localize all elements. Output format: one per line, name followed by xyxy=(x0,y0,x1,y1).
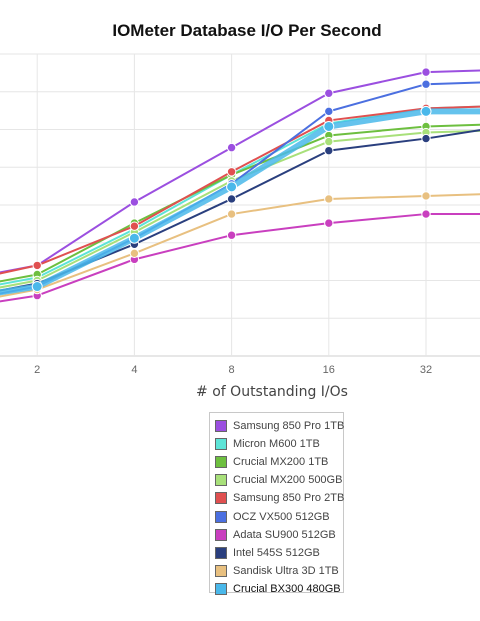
legend-swatch xyxy=(215,510,227,523)
series-line xyxy=(0,129,480,289)
data-point xyxy=(129,248,140,259)
data-point xyxy=(31,281,43,293)
legend-swatch xyxy=(215,528,227,541)
data-point xyxy=(324,218,334,228)
data-point xyxy=(226,209,237,219)
x-axis-label: # of Outstanding I/Os xyxy=(196,384,348,400)
chart-grid xyxy=(0,53,480,357)
data-point xyxy=(324,106,334,117)
data-point xyxy=(421,209,431,219)
legend-item: Micron M600 1TB xyxy=(215,435,343,453)
legend-swatch xyxy=(215,546,227,559)
legend-swatch xyxy=(215,438,227,451)
legend-item: Crucial MX200 500GB xyxy=(215,471,343,489)
legend-item: OCZ VX500 512GB xyxy=(215,507,343,525)
legend-swatch xyxy=(215,492,227,505)
data-point xyxy=(226,230,237,240)
legend-item: Adata SU900 512GB xyxy=(215,526,343,544)
chart-legend: Samsung 850 Pro 1TB Micron M600 1TB Crucia… xyxy=(209,412,345,595)
legend-label: Crucial MX200 500GB xyxy=(233,474,343,487)
x-tick-label: 4 xyxy=(131,364,137,376)
legend-label: Samsung 850 Pro 2TB xyxy=(233,492,345,505)
data-point xyxy=(226,167,237,177)
data-point xyxy=(226,194,237,204)
x-tick-label: 16 xyxy=(323,364,335,376)
data-point xyxy=(421,79,431,89)
data-point xyxy=(420,105,432,117)
x-tick-label: 8 xyxy=(229,364,235,376)
legend-item: Samsung 850 Pro 1TB xyxy=(215,417,345,435)
series-layer xyxy=(0,67,480,303)
data-point xyxy=(323,120,335,132)
data-point xyxy=(324,136,334,147)
data-point xyxy=(129,221,140,231)
data-point xyxy=(324,88,334,98)
legend-swatch xyxy=(215,456,227,469)
data-point xyxy=(324,194,334,204)
legend-label: Samsung 850 Pro 1TB xyxy=(233,420,345,433)
series-10 xyxy=(0,105,480,296)
legend-label: Sandisk Ultra 3D 1TB xyxy=(233,564,339,577)
x-axis-ticks: 2 4 8 16 32 xyxy=(34,364,432,376)
data-point xyxy=(421,67,431,77)
legend-item: Samsung 850 Pro 2TB xyxy=(215,489,345,507)
data-point xyxy=(421,133,431,144)
legend-item: Sandisk Ultra 3D 1TB xyxy=(215,562,343,580)
legend-item: Crucial BX300 480GB xyxy=(215,580,343,598)
x-tick-label: 32 xyxy=(420,364,432,376)
legend-swatch xyxy=(215,420,227,433)
legend-label: Micron M600 1TB xyxy=(233,438,320,451)
legend-item: Crucial MX200 1TB xyxy=(215,453,343,471)
data-point xyxy=(421,191,431,201)
data-point xyxy=(226,142,237,153)
x-tick-label: 2 xyxy=(34,364,40,376)
data-point xyxy=(32,260,42,271)
legend-swatch xyxy=(215,582,227,595)
data-point xyxy=(226,181,238,193)
legend-item: Intel 545S 512GB xyxy=(215,544,343,562)
legend-label: Crucial BX300 480GB xyxy=(233,582,341,595)
legend-label: Adata SU900 512GB xyxy=(233,528,336,541)
series-9 xyxy=(0,191,480,298)
legend-label: OCZ VX500 512GB xyxy=(233,510,330,523)
data-point xyxy=(324,145,334,156)
chart-title: IOMeter Database I/O Per Second xyxy=(112,21,381,40)
series-7 xyxy=(0,209,480,303)
legend-label: Intel 545S 512GB xyxy=(233,546,320,559)
legend-label: Crucial MX200 1TB xyxy=(233,456,329,469)
legend-swatch xyxy=(215,564,227,577)
legend-swatch xyxy=(215,474,227,487)
data-point xyxy=(128,232,140,244)
data-point xyxy=(129,197,140,207)
